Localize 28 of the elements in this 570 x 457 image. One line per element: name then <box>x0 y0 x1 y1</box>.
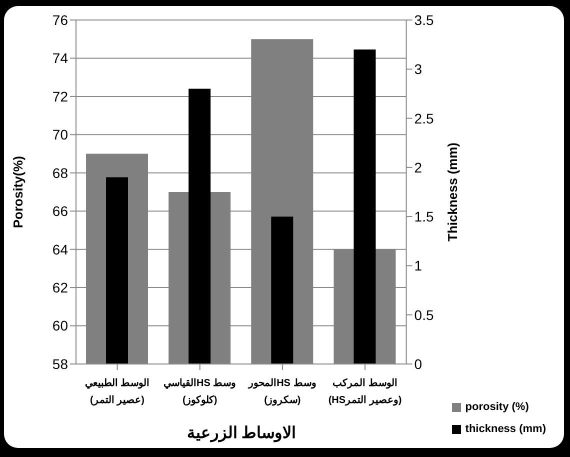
bar <box>271 216 294 364</box>
x-tick-label: وسط HSالمحور (سكروز) <box>248 378 316 406</box>
x-tick-label: الوسط الطبيعي (عصير التمر) <box>84 378 150 406</box>
y-tick-label: 72 <box>52 88 68 104</box>
y-tick-label: 76 <box>52 12 68 28</box>
y2-tick-label: 1 <box>414 258 422 274</box>
x-axis-title: الاوساط الزرعية <box>186 425 296 443</box>
x-tick-label: وسط HSالقياسي (كلوكوز) <box>164 378 236 406</box>
y2-axis-title: Thickness (mm) <box>444 142 460 242</box>
legend-label: porosity (%) <box>465 401 529 413</box>
y-axis-title: Porosity(%) <box>10 156 26 228</box>
y-tick-label: 74 <box>52 50 68 66</box>
y-tick-label: 58 <box>52 356 68 372</box>
y2-tick-label: 2.5 <box>414 110 434 126</box>
y-tick-label: 66 <box>52 203 68 220</box>
y2-tick-label: 3.5 <box>414 12 434 28</box>
y-tick-label: 62 <box>52 280 68 296</box>
y-tick-label: 60 <box>52 318 68 334</box>
y-tick-label: 64 <box>52 241 68 258</box>
y-tick-label: 68 <box>52 164 68 181</box>
y2-tick-label: 3 <box>414 61 422 78</box>
y2-tick-label: 0.5 <box>414 306 434 323</box>
y2-tick-label: 1.5 <box>414 208 434 225</box>
y2-tick-label: 0 <box>414 356 422 372</box>
legend-label: thickness (mm) <box>465 423 546 435</box>
y2-tick-label: 2 <box>414 159 422 176</box>
y-tick-label: 70 <box>52 126 68 143</box>
x-tick-label: الوسط المركب (HSوعصير التمر) <box>328 378 402 406</box>
